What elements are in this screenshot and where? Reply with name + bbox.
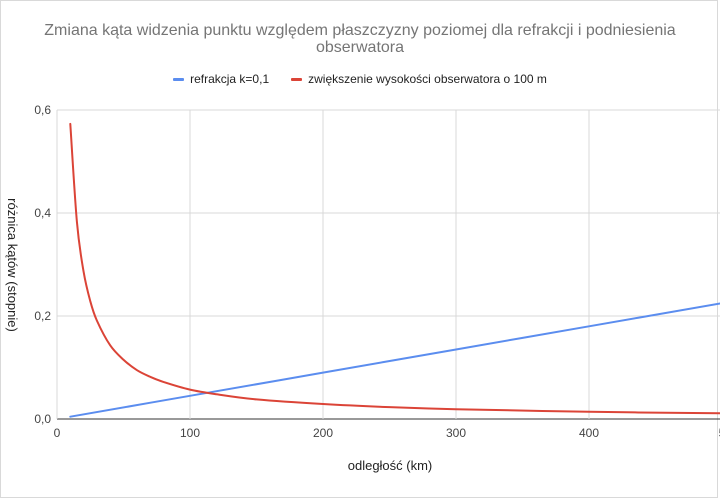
x-tick-label: 100 xyxy=(180,426,200,440)
x-tick-label: 0 xyxy=(54,426,61,440)
y-tick-label: 0,2 xyxy=(34,309,51,323)
x-axis-title: odległość (km) xyxy=(348,458,433,473)
series-line-observer-height xyxy=(69,122,720,415)
chart-title: Zmiana kąta widzenia punktu względem pła… xyxy=(44,22,676,56)
x-tick-label: 400 xyxy=(579,426,599,440)
y-axis-title: różnica kątów (stopnie) xyxy=(5,198,20,332)
legend-label-observer-height: zwiększenie wysokości obserwatora o 100 … xyxy=(308,72,547,86)
x-tick-label: 300 xyxy=(446,426,466,440)
x-tick-label: 5 xyxy=(719,426,720,440)
grid-lines xyxy=(56,109,720,420)
series-line-refraction xyxy=(69,302,720,418)
legend-item-refraction: refrakcja k=0,1 xyxy=(173,72,269,86)
tick-labels: 0,0 0,2 0,4 0,6 0 100 200 300 400 5 xyxy=(34,103,720,440)
y-tick-label: 0,4 xyxy=(34,206,51,220)
legend-swatch-observer-height xyxy=(291,77,303,81)
y-tick-label: 0,0 xyxy=(34,412,51,426)
legend-swatch-refraction xyxy=(173,77,185,81)
legend-item-observer-height: zwiększenie wysokości obserwatora o 100 … xyxy=(291,72,547,86)
x-tick-label: 200 xyxy=(313,426,333,440)
chart-legend: refrakcja k=0,1 zwiększenie wysokości ob… xyxy=(0,72,720,86)
series-lines xyxy=(69,122,720,418)
y-tick-label: 0,6 xyxy=(34,103,51,117)
legend-label-refraction: refrakcja k=0,1 xyxy=(190,72,270,86)
